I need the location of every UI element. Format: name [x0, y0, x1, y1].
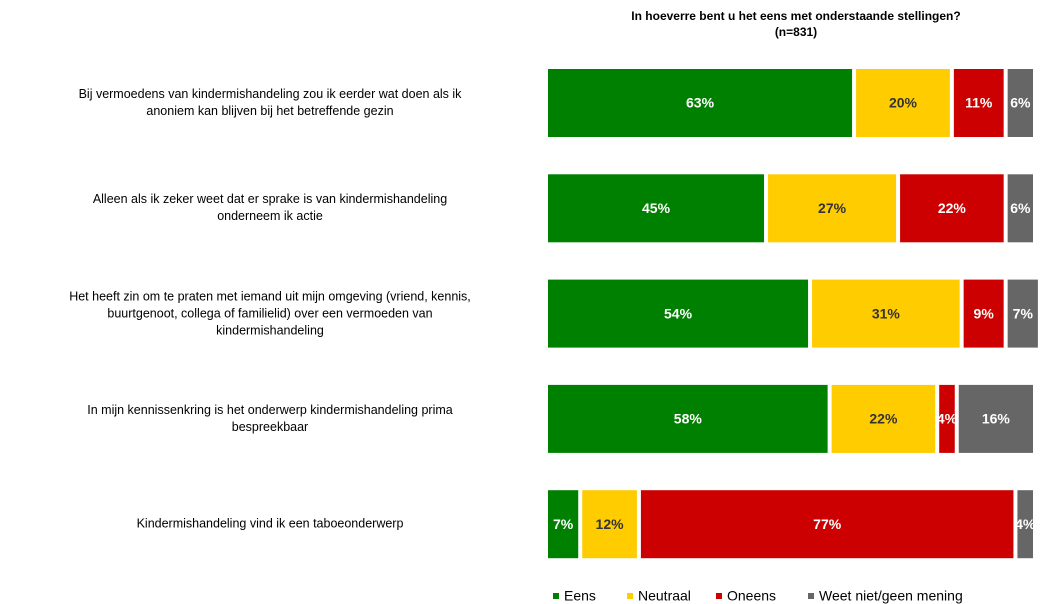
value-label: 31%	[872, 305, 901, 321]
value-label: 6%	[1010, 95, 1031, 111]
bar-segment	[900, 174, 1004, 243]
value-label: 22%	[938, 200, 967, 216]
value-label: 4%	[1015, 516, 1036, 532]
bar-segment	[640, 490, 1014, 559]
bar-segment	[1017, 490, 1033, 559]
legend-label: Weet niet/geen mening	[819, 588, 963, 604]
category-label: Bij vermoedens van kindermishandeling zo…	[78, 87, 462, 118]
bar-segment	[1007, 174, 1033, 243]
value-label: 12%	[596, 516, 625, 532]
bar-segment	[768, 174, 897, 243]
legend-label: Neutraal	[638, 588, 691, 604]
bar-segment	[548, 279, 809, 348]
value-label: 4%	[937, 411, 958, 427]
value-label: 20%	[889, 95, 918, 111]
bar-segment	[856, 69, 950, 137]
value-label: 22%	[869, 411, 898, 427]
value-label: 16%	[982, 411, 1011, 427]
bar-segment	[939, 384, 955, 453]
value-label: 63%	[686, 95, 715, 111]
bar-segment	[831, 384, 936, 453]
bar-segment	[548, 174, 765, 243]
value-label: 27%	[818, 200, 847, 216]
legend-swatch	[627, 593, 633, 599]
bar-segment	[1007, 69, 1033, 137]
value-label: 6%	[1010, 200, 1031, 216]
value-label: 7%	[553, 516, 574, 532]
bar-segment	[1007, 279, 1038, 348]
category-label: Het heeft zin om te praten met iemand ui…	[69, 289, 471, 338]
category-label: Alleen als ik zeker weet dat er sprake i…	[92, 192, 448, 224]
bar-segment	[953, 69, 1004, 137]
bar-segment	[548, 69, 853, 137]
bar-segment	[812, 279, 960, 348]
value-label: 58%	[674, 411, 703, 427]
value-label: 45%	[642, 200, 671, 216]
value-label: 77%	[813, 516, 842, 532]
bar-segment	[582, 490, 637, 559]
legend-swatch	[553, 593, 559, 599]
bar-segment	[548, 384, 828, 453]
category-label: In mijn kennissenkring is het onderwerp …	[87, 402, 453, 434]
bar-segment	[963, 279, 1004, 348]
bar-segment	[548, 490, 579, 559]
legend-swatch	[716, 593, 722, 599]
legend-label: Eens	[564, 588, 596, 604]
bar-segment	[958, 384, 1033, 453]
chart-subtitle: (n=831)	[774, 25, 818, 39]
value-label: 7%	[1013, 305, 1034, 321]
legend-swatch	[808, 593, 814, 599]
chart-title: In hoeverre bent u het eens met ondersta…	[631, 9, 961, 23]
category-label: Kindermishandeling vind ik een taboeonde…	[136, 516, 404, 531]
value-label: 9%	[974, 305, 995, 321]
legend-label: Oneens	[727, 588, 776, 604]
value-label: 11%	[965, 95, 993, 111]
value-label: 54%	[664, 305, 693, 321]
